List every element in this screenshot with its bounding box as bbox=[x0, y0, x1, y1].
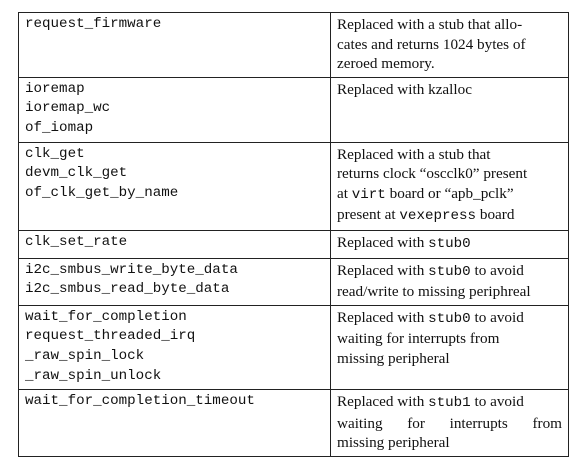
function-name: devm_clk_get bbox=[25, 165, 128, 182]
table-body: request_firmware Replaced with a stub tha… bbox=[18, 12, 569, 457]
description-text: Replaced with a stub that bbox=[337, 145, 491, 163]
description-text: Replaced with kzalloc bbox=[337, 80, 472, 98]
description-line: waiting for interrupts from bbox=[337, 414, 562, 434]
description-text: at bbox=[337, 184, 352, 202]
description-line: present at vexepress board bbox=[337, 205, 562, 227]
description-line: waiting for interrupts from bbox=[337, 329, 562, 349]
description-line: Replaced with a stub that bbox=[337, 145, 562, 165]
description-text: returns clock “oscclk0” present bbox=[337, 165, 528, 183]
function-name: of_iomap bbox=[25, 119, 94, 136]
function-name: wait_for_completion_timeout bbox=[25, 393, 255, 410]
replacement-description-cell: Replaced with a stub that allo-cates and… bbox=[330, 12, 569, 78]
description-text: present at bbox=[337, 206, 400, 224]
description-line: missing peripheral bbox=[337, 433, 562, 453]
description-line: Replaced with stub0 to avoid bbox=[337, 308, 562, 330]
description-text: Replaced with bbox=[337, 393, 429, 411]
replacement-description-cell: Replaced with a stub that returns clock “… bbox=[330, 141, 569, 231]
table-row: i2c_smbus_write_byte_data i2c_smbus_read_… bbox=[18, 257, 569, 306]
function-name: i2c_smbus_read_byte_data bbox=[25, 281, 230, 298]
function-name: ioremap_wc bbox=[25, 100, 111, 117]
function-name-cell: wait_for_completion request_threaded_irq _… bbox=[18, 304, 331, 391]
function-name-cell: clk_set_rate bbox=[18, 229, 331, 259]
description-line: cates and returns 1024 bytes of bbox=[337, 35, 562, 55]
description-text: Replaced with bbox=[337, 308, 429, 326]
inline-code: virt bbox=[351, 186, 386, 203]
replacement-description-cell: Replaced with stub0 to avoid waiting for … bbox=[330, 304, 569, 391]
function-name-cell: wait_for_completion_timeout bbox=[18, 389, 331, 457]
stub-replacement-table: request_firmware Replaced with a stub tha… bbox=[18, 12, 569, 457]
table-row: wait_for_completion_timeout Replaced with… bbox=[18, 389, 569, 457]
description-line: Replaced with kzalloc bbox=[337, 80, 562, 100]
description-line: at virt board or “apb_pclk” bbox=[337, 184, 562, 206]
description-line: Replaced with stub1 to avoid bbox=[337, 392, 562, 414]
function-name: _raw_spin_unlock bbox=[25, 367, 162, 384]
description-text: to avoid bbox=[470, 261, 524, 279]
replacement-description-cell: Replaced with stub0 bbox=[330, 229, 569, 259]
table-row: request_firmware Replaced with a stub tha… bbox=[18, 12, 569, 78]
description-line: read/write to missing periphreal bbox=[337, 282, 562, 302]
function-name-cell: clk_get devm_clk_get of_clk_get_by_name bbox=[18, 141, 331, 231]
function-name: wait_for_completion bbox=[25, 308, 187, 325]
replacement-description-cell: Replaced with stub0 to avoid read/write t… bbox=[330, 257, 569, 306]
description-text: waiting for interrupts from bbox=[337, 414, 562, 432]
function-name: of_clk_get_by_name bbox=[25, 184, 179, 201]
description-text: to avoid bbox=[470, 308, 524, 326]
description-line: Replaced with a stub that allo- bbox=[337, 15, 562, 35]
description-text: Replaced with bbox=[337, 233, 429, 251]
replacement-description-cell: Replaced with kzalloc bbox=[330, 76, 569, 143]
function-name: request_firmware bbox=[25, 16, 162, 32]
function-name: request_threaded_irq bbox=[25, 328, 196, 345]
inline-code: stub0 bbox=[428, 235, 471, 252]
inline-code: stub0 bbox=[428, 310, 471, 327]
table-row: ioremap ioremap_wc of_iomap Replaced with k… bbox=[18, 76, 569, 143]
description-text: waiting for interrupts from bbox=[337, 330, 500, 348]
function-name: clk_get bbox=[25, 145, 85, 162]
inline-code: stub1 bbox=[428, 395, 471, 412]
description-text: Replaced with a stub that allo- bbox=[337, 16, 523, 33]
description-line: zeroed memory. bbox=[337, 54, 562, 74]
table-row: clk_get devm_clk_get of_clk_get_by_name Rep… bbox=[18, 141, 569, 231]
description-text: board or “apb_pclk” bbox=[385, 184, 514, 202]
table-row: wait_for_completion request_threaded_irq _… bbox=[18, 304, 569, 391]
inline-code: vexepress bbox=[399, 208, 477, 225]
description-line: missing peripheral bbox=[337, 349, 562, 369]
function-name: ioremap bbox=[25, 80, 85, 97]
description-text: to avoid bbox=[470, 393, 524, 411]
description-text: cates and returns 1024 bytes of bbox=[337, 35, 526, 53]
replacement-description-cell: Replaced with stub1 to avoid waiting for … bbox=[330, 389, 569, 457]
inline-code: stub0 bbox=[428, 263, 471, 280]
description-text: missing peripheral bbox=[337, 349, 450, 367]
description-line: Replaced with stub0 bbox=[337, 233, 562, 255]
function-name: clk_set_rate bbox=[25, 233, 128, 250]
description-text: board bbox=[476, 206, 515, 224]
function-name-cell: request_firmware bbox=[18, 12, 331, 78]
function-name-cell: ioremap ioremap_wc of_iomap bbox=[18, 76, 331, 143]
function-name: i2c_smbus_write_byte_data bbox=[25, 261, 238, 278]
function-name: _raw_spin_lock bbox=[25, 347, 145, 364]
description-text: zeroed memory. bbox=[337, 55, 435, 73]
description-line: returns clock “oscclk0” present bbox=[337, 164, 562, 184]
description-text: Replaced with bbox=[337, 261, 429, 279]
description-line: Replaced with stub0 to avoid bbox=[337, 261, 562, 283]
table-row: clk_set_rate Replaced with stub0 bbox=[18, 229, 569, 259]
description-text: missing peripheral bbox=[337, 434, 450, 452]
description-text: read/write to missing periphreal bbox=[337, 283, 531, 301]
function-name-cell: i2c_smbus_write_byte_data i2c_smbus_read_… bbox=[18, 257, 331, 306]
